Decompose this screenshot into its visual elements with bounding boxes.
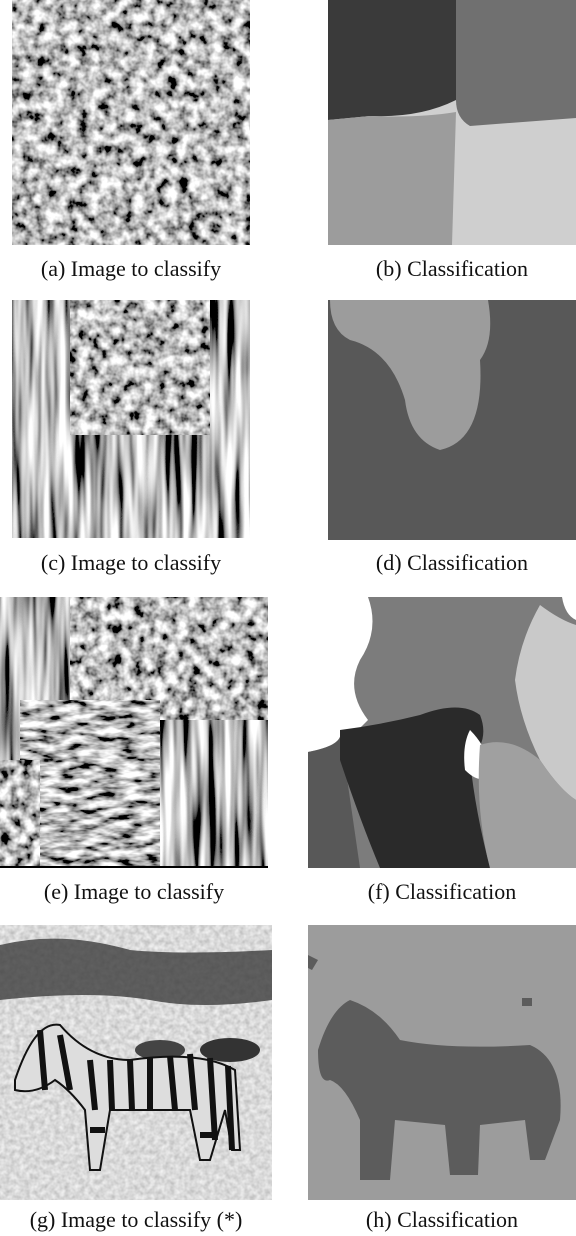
texture-image xyxy=(12,0,250,245)
caption: (d) Classification xyxy=(328,550,576,576)
texture-image xyxy=(0,597,268,868)
figure-graphics xyxy=(0,0,576,1236)
classification-map xyxy=(308,597,576,868)
texture-image xyxy=(12,295,250,538)
caption: (c) Image to classify xyxy=(12,550,250,576)
caption: (h) Classification xyxy=(308,1207,576,1233)
classification-map xyxy=(328,300,576,540)
caption: (e) Image to classify xyxy=(0,879,268,905)
classification-map xyxy=(308,925,576,1200)
caption: (f) Classification xyxy=(308,879,576,905)
classification-map xyxy=(328,0,576,245)
caption: (b) Classification xyxy=(328,256,576,282)
photo-zebra xyxy=(0,925,272,1200)
figure-page: (a) Image to classify (b) Classification… xyxy=(0,0,576,1236)
caption: (a) Image to classify xyxy=(12,256,250,282)
caption: (g) Image to classify (*) xyxy=(0,1207,272,1233)
